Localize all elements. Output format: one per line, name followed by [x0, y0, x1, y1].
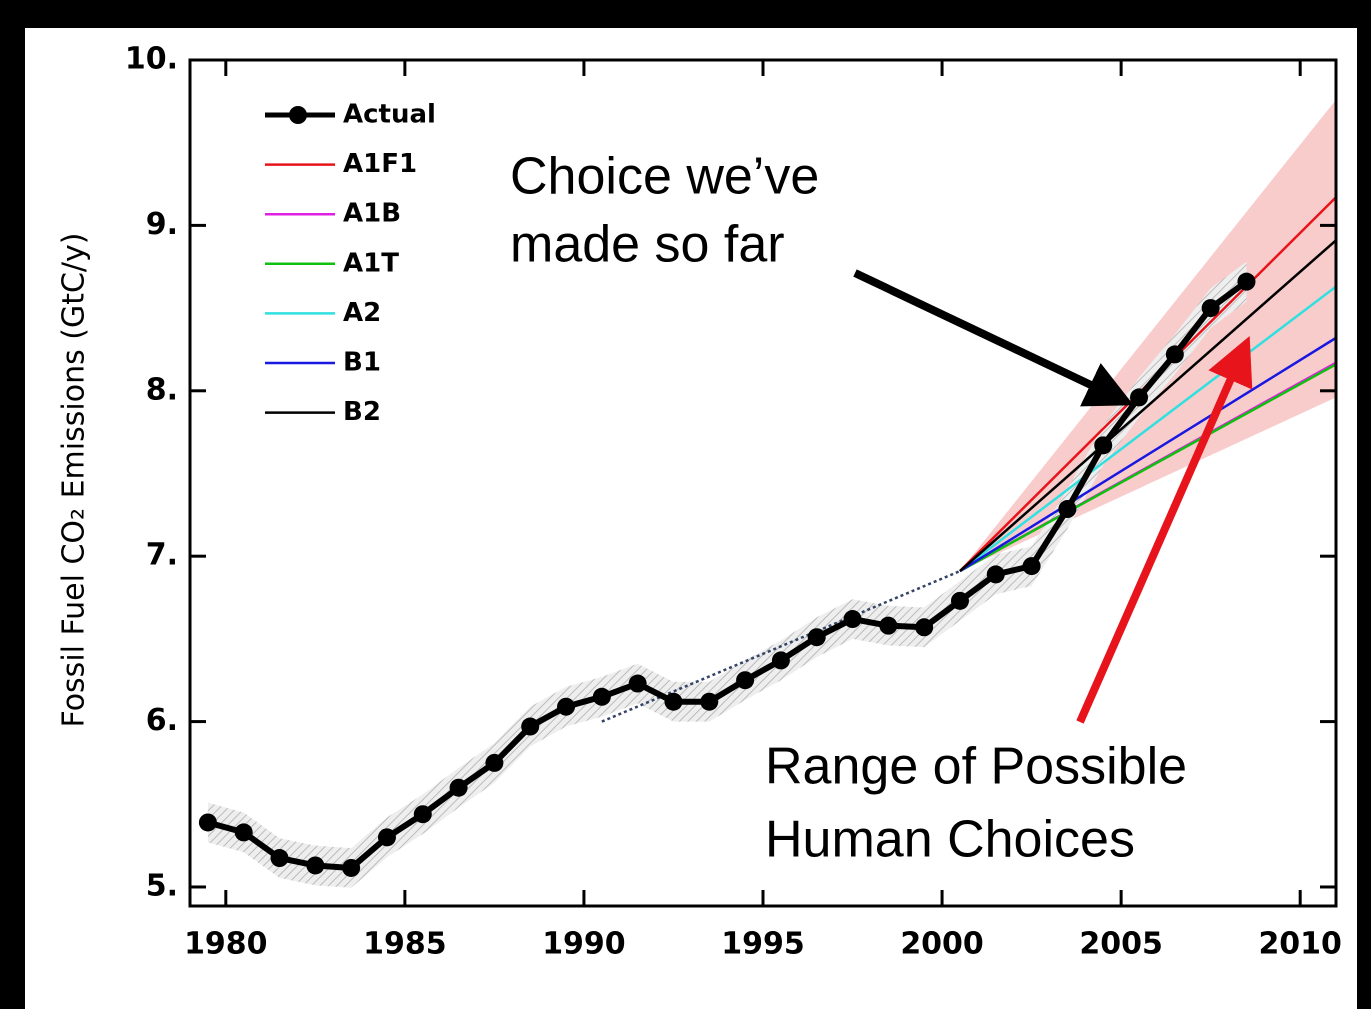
- data-point: [521, 717, 540, 736]
- data-point: [879, 616, 898, 635]
- y-tick-label: 8.: [146, 372, 178, 407]
- data-point: [198, 813, 217, 832]
- y-tick-label: 7.: [146, 538, 178, 573]
- range-band: [959, 99, 1336, 572]
- data-point: [342, 858, 361, 877]
- data-point: [1022, 557, 1041, 576]
- data-point: [1237, 272, 1256, 291]
- scenario-line: [959, 363, 1336, 573]
- data-point: [234, 823, 253, 842]
- data-point: [413, 805, 432, 824]
- annotation: Choice we’ve: [510, 148, 819, 206]
- data-point: [1165, 345, 1184, 364]
- arrow: [853, 269, 1134, 407]
- legend-label: A2: [343, 298, 381, 328]
- legend-label: A1T: [343, 248, 399, 278]
- legend-label: B1: [343, 348, 381, 378]
- x-tick-label: 1980: [184, 927, 268, 962]
- data-point: [807, 628, 826, 647]
- data-point: [1058, 500, 1077, 519]
- x-tick-label: 1990: [542, 927, 626, 962]
- scenario-line: [959, 285, 1336, 573]
- data-point: [377, 828, 396, 847]
- scenario-line: [959, 239, 1336, 573]
- x-tick-label: 1985: [363, 927, 447, 962]
- y-tick-label: 6.: [146, 703, 178, 738]
- arrow: [1076, 336, 1253, 724]
- annotation: made so far: [510, 216, 785, 274]
- data-point: [449, 778, 468, 797]
- x-tick-label: 1995: [721, 927, 805, 962]
- y-tick-label: 9.: [146, 207, 178, 242]
- data-point: [700, 692, 719, 711]
- y-tick-label: 5.: [146, 868, 178, 903]
- data-point: [485, 753, 504, 772]
- data-point: [736, 671, 755, 690]
- data-point: [843, 610, 862, 629]
- annotation: Human Choices: [765, 811, 1135, 869]
- y-axis-label: Fossil Fuel CO₂ Emissions (GtC/y): [57, 233, 92, 728]
- data-point: [1130, 388, 1149, 407]
- data-point: [628, 674, 647, 693]
- data-point: [771, 651, 790, 670]
- annotation: Range of Possible: [765, 738, 1187, 796]
- legend-label: A1F1: [343, 149, 417, 179]
- x-tick-label: 2010: [1258, 927, 1342, 962]
- data-point: [1201, 299, 1220, 318]
- legend-marker: [289, 106, 307, 124]
- data-point: [270, 849, 289, 868]
- data-point: [950, 591, 969, 610]
- data-point: [592, 687, 611, 706]
- legend-label: A1B: [343, 199, 401, 229]
- plot-area: [198, 99, 1336, 888]
- x-tick-label: 2005: [1079, 927, 1163, 962]
- y-tick-label: 10.: [125, 42, 178, 77]
- scenario-line: [959, 336, 1336, 573]
- trend-line: [601, 569, 961, 723]
- data-point: [306, 856, 325, 875]
- data-point: [664, 692, 683, 711]
- data-point: [915, 618, 934, 637]
- x-tick-label: 2000: [900, 927, 984, 962]
- data-point: [1094, 436, 1113, 455]
- legend-label: Actual: [343, 100, 436, 130]
- data-point: [986, 565, 1005, 584]
- legend-label: B2: [343, 397, 381, 427]
- data-point: [557, 697, 576, 716]
